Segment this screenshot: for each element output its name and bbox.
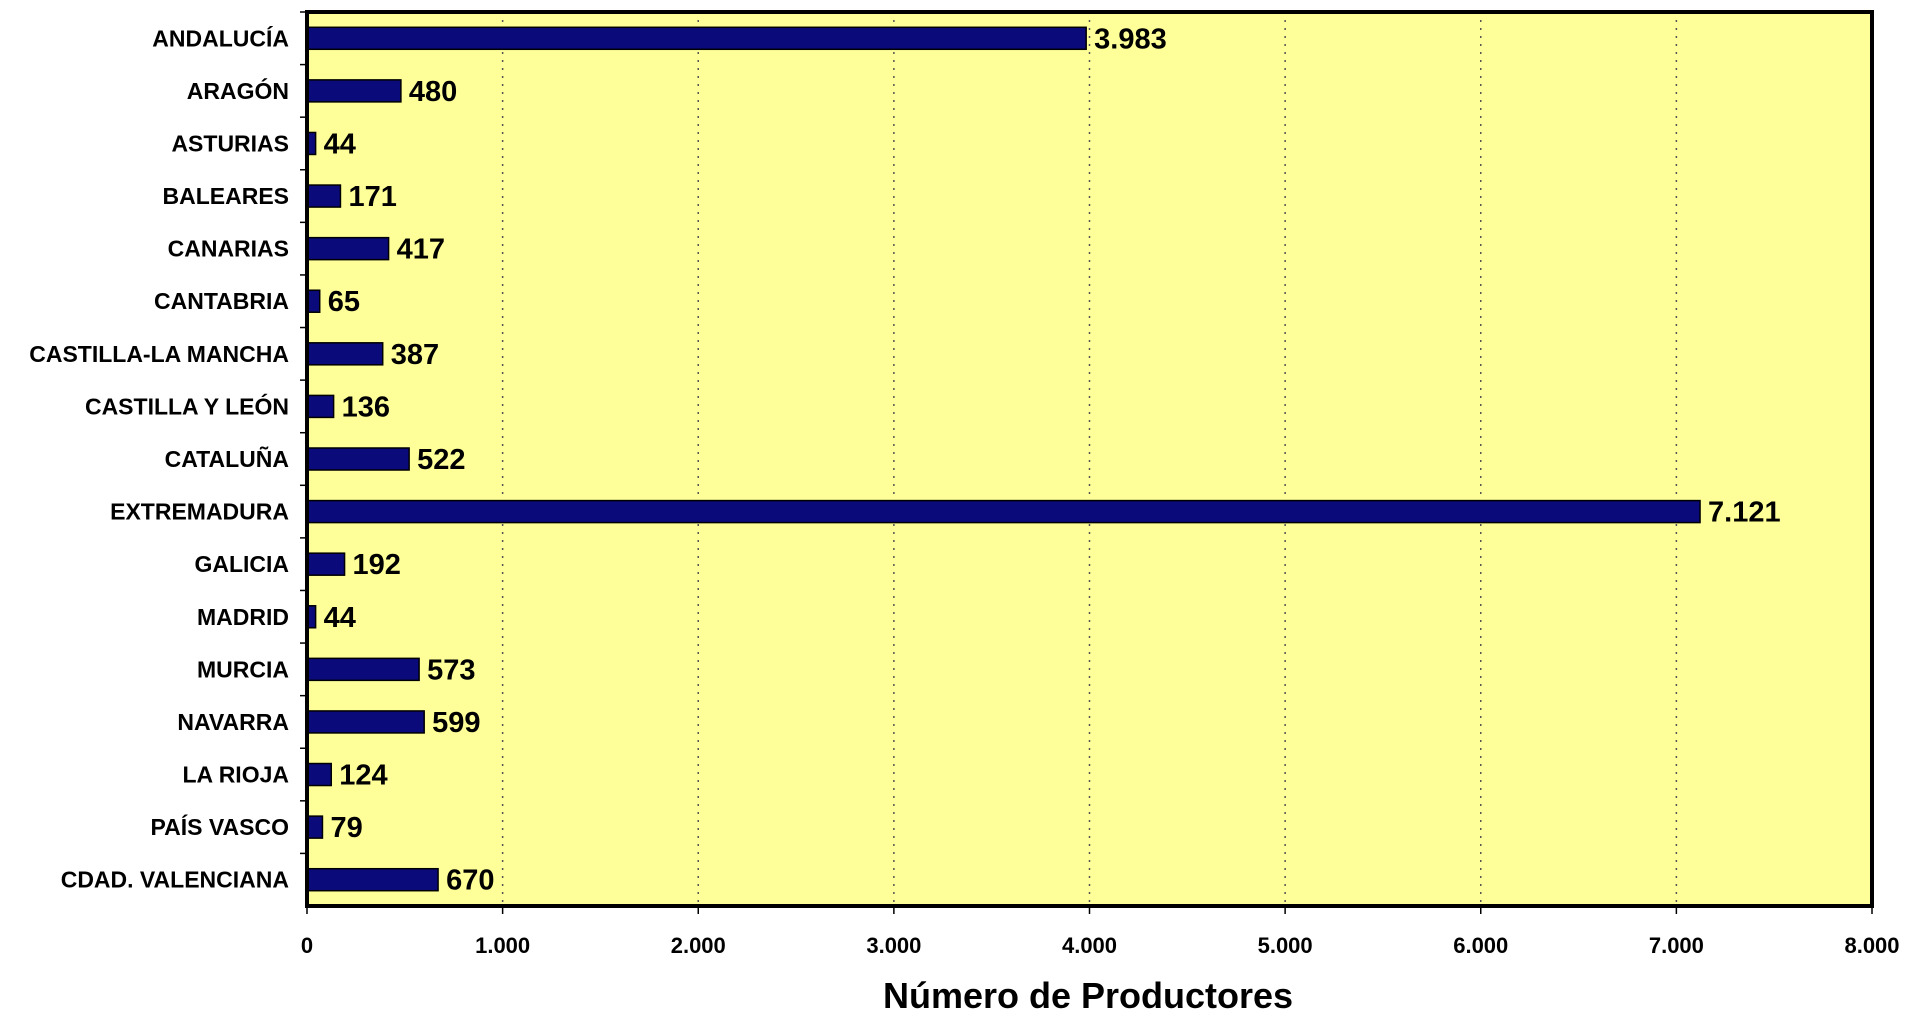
category-label: PAÍS VASCO xyxy=(151,813,289,840)
data-label: 522 xyxy=(417,444,465,476)
x-tick-label: 4.000 xyxy=(1062,933,1117,958)
data-label: 7.121 xyxy=(1708,497,1781,529)
x-tick-label: 2.000 xyxy=(671,933,726,958)
data-label: 192 xyxy=(353,549,401,581)
category-label: ANDALUCÍA xyxy=(152,24,289,51)
bar xyxy=(306,552,346,576)
data-label: 136 xyxy=(342,391,390,423)
data-label: 417 xyxy=(397,234,445,266)
labels: ANDALUCÍA 3.983 ARAGÓN 480 ASTURIAS 44 BALEARE… xyxy=(29,11,1781,897)
grid-lines xyxy=(501,12,1678,906)
bars xyxy=(306,26,1701,892)
bar xyxy=(306,26,1087,51)
bar xyxy=(306,762,333,787)
category-label: CASTILLA-LA MANCHA xyxy=(29,341,289,367)
category-label: ARAGÓN xyxy=(187,77,289,104)
category-label: CASTILLA Y LEÓN xyxy=(85,392,289,419)
x-axis: 0 1.000 2.000 3.000 4.000 5.000 6.000 7.000 8.00… xyxy=(301,906,1900,958)
data-label: 79 xyxy=(330,812,362,844)
bar xyxy=(306,657,420,682)
data-label: 44 xyxy=(324,602,356,634)
data-label: 480 xyxy=(409,76,457,108)
bar xyxy=(306,815,324,839)
category-label: BALEARES xyxy=(162,183,289,209)
x-tick-label: 7.000 xyxy=(1649,933,1704,958)
category-label: NAVARRA xyxy=(177,709,289,735)
bar xyxy=(306,499,1701,524)
plot-area xyxy=(307,12,1872,906)
bar xyxy=(306,79,402,103)
x-tick-label: 8.000 xyxy=(1844,933,1899,958)
data-label: 124 xyxy=(339,760,387,792)
category-label: LA RIOJA xyxy=(183,762,290,788)
bar xyxy=(306,394,335,419)
bar xyxy=(306,184,342,208)
category-label: ASTURIAS xyxy=(171,130,289,156)
data-label: 44 xyxy=(324,128,356,160)
data-label: 171 xyxy=(348,181,396,213)
category-label: EXTREMADURA xyxy=(110,499,289,525)
x-tick-label: 0 xyxy=(301,933,313,958)
x-tick-label: 3.000 xyxy=(866,933,921,958)
category-label: CATALUÑA xyxy=(165,445,289,472)
category-label: CANARIAS xyxy=(168,236,289,262)
data-label: 599 xyxy=(432,707,480,739)
x-tick-label: 1.000 xyxy=(475,933,530,958)
data-label: 3.983 xyxy=(1094,23,1167,55)
category-label: GALICIA xyxy=(194,551,289,577)
data-label: 65 xyxy=(328,286,360,318)
data-label: 387 xyxy=(391,339,439,371)
x-tick-label: 6.000 xyxy=(1453,933,1508,958)
x-tick-label: 5.000 xyxy=(1258,933,1313,958)
bar xyxy=(306,867,439,892)
category-label: CDAD. VALENCIANA xyxy=(61,867,289,893)
category-label: CANTABRIA xyxy=(154,288,289,314)
data-label: 670 xyxy=(446,865,494,897)
bar xyxy=(306,447,410,471)
category-label: MURCIA xyxy=(197,656,289,682)
data-label: 573 xyxy=(427,654,475,686)
category-label: MADRID xyxy=(197,604,289,630)
bar xyxy=(306,710,425,734)
x-axis-title: Número de Productores xyxy=(883,975,1293,1016)
bar xyxy=(306,342,384,366)
bar xyxy=(306,236,390,261)
